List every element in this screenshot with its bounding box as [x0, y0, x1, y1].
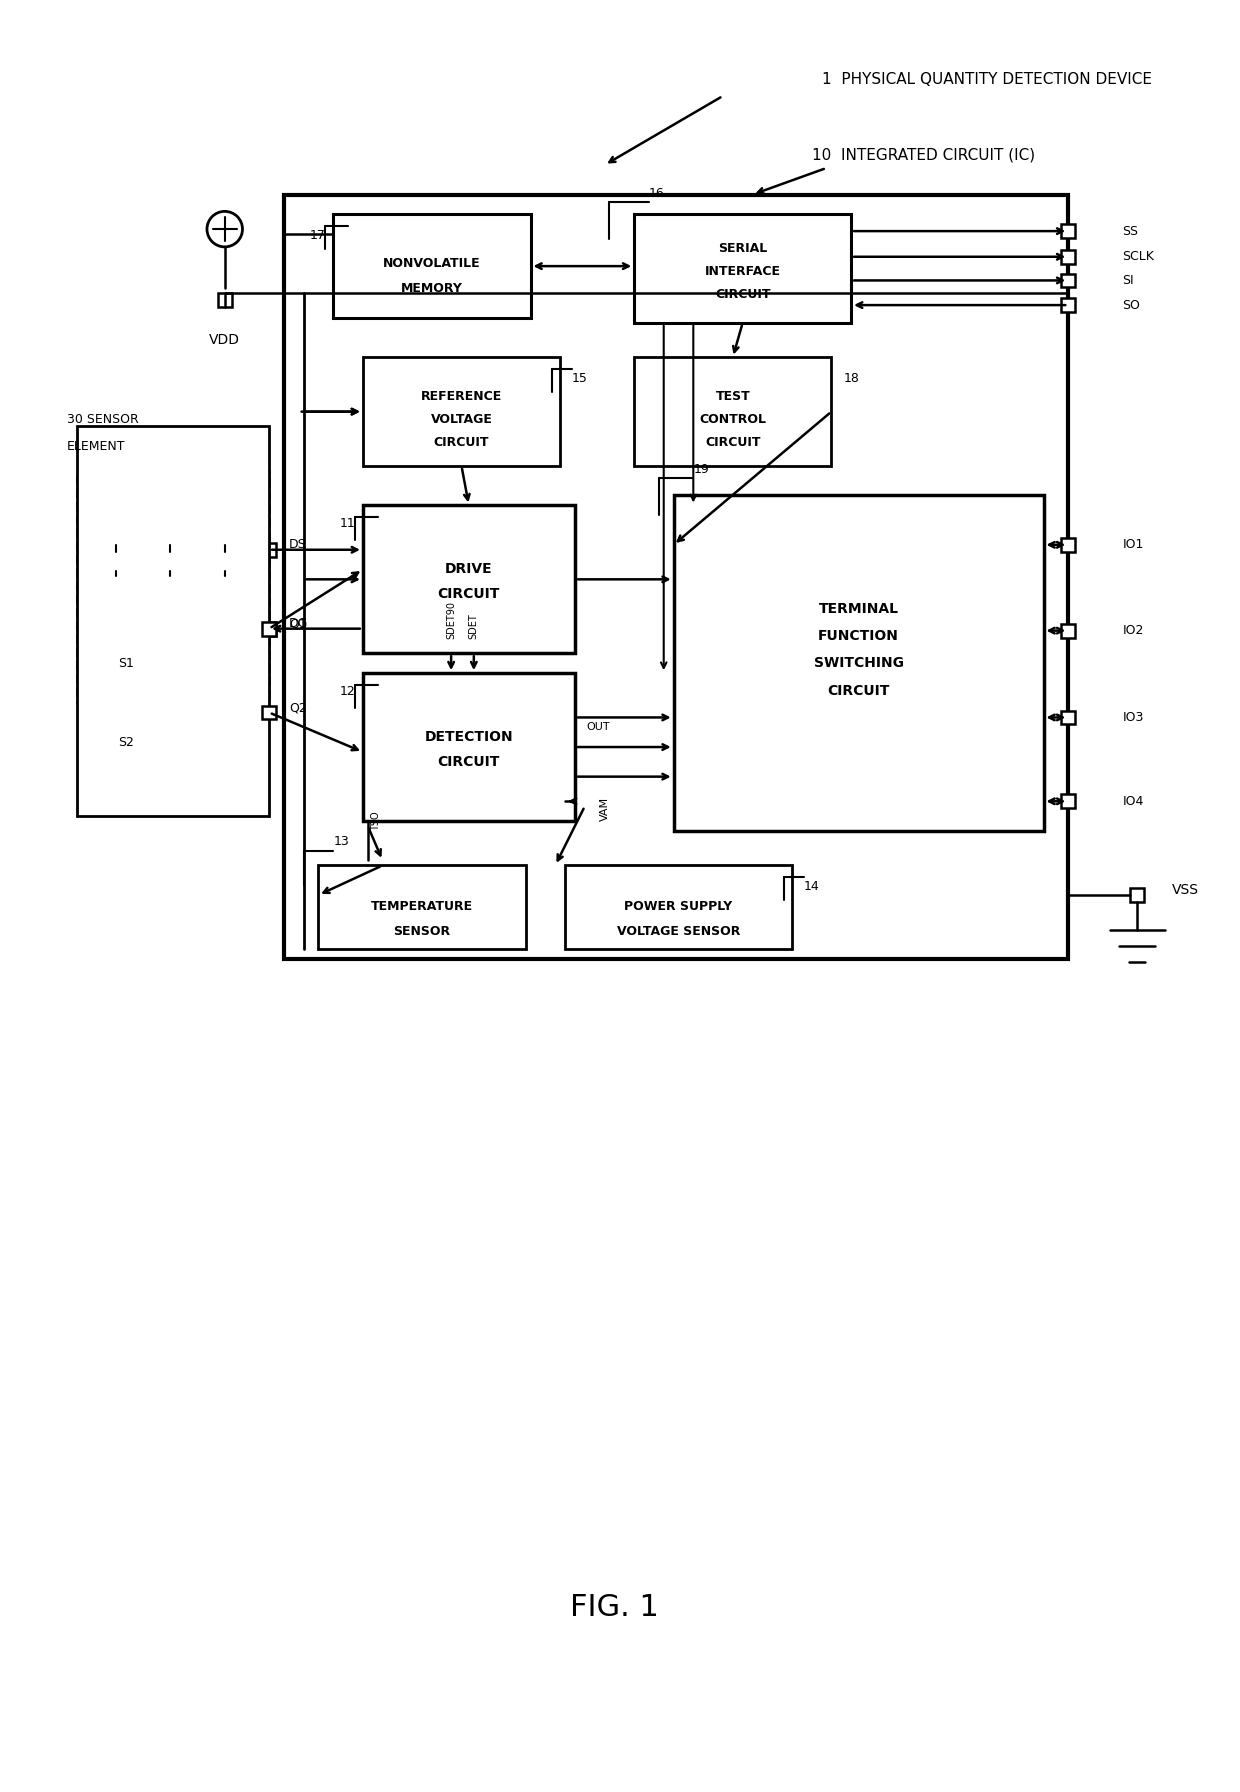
Bar: [634, 357, 832, 466]
Text: 18: 18: [843, 373, 859, 385]
Bar: [1061, 249, 1075, 263]
Text: DETECTION: DETECTION: [424, 729, 513, 744]
Bar: [162, 552, 179, 570]
Text: 16: 16: [649, 186, 665, 199]
Bar: [217, 552, 233, 570]
Text: CIRCUIT: CIRCUIT: [438, 588, 500, 600]
Text: SI: SI: [1122, 274, 1135, 287]
Bar: [108, 552, 124, 570]
Text: VOLTAGE SENSOR: VOLTAGE SENSOR: [616, 925, 740, 937]
Bar: [565, 866, 792, 950]
Text: 17: 17: [310, 229, 325, 242]
Text: 30 SENSOR: 30 SENSOR: [67, 414, 139, 426]
Text: SDET90: SDET90: [446, 600, 456, 638]
Bar: [1061, 274, 1075, 287]
Text: 13: 13: [334, 835, 348, 848]
Text: OUT: OUT: [587, 722, 610, 733]
Bar: [262, 622, 277, 636]
Text: VAM: VAM: [599, 797, 610, 821]
Text: CIRCUIT: CIRCUIT: [706, 435, 760, 448]
Bar: [262, 706, 277, 719]
Text: VSS: VSS: [1172, 883, 1199, 898]
Text: CONTROL: CONTROL: [699, 412, 766, 426]
Bar: [334, 215, 531, 317]
Text: MEMORY: MEMORY: [401, 281, 463, 296]
Text: REFERENCE: REFERENCE: [420, 391, 502, 403]
Bar: [77, 471, 269, 702]
Text: CIRCUIT: CIRCUIT: [715, 289, 770, 301]
Text: TERMINAL: TERMINAL: [818, 602, 899, 616]
Text: 19: 19: [693, 462, 709, 475]
Bar: [108, 577, 124, 595]
Text: S1: S1: [118, 656, 134, 670]
Text: CIRCUIT: CIRCUIT: [438, 754, 500, 769]
Bar: [1061, 711, 1075, 724]
Text: SS: SS: [1122, 224, 1138, 238]
Text: IO4: IO4: [1122, 796, 1143, 808]
Bar: [213, 527, 237, 545]
Bar: [162, 577, 179, 595]
Text: VDD: VDD: [210, 333, 241, 346]
Text: 11: 11: [340, 518, 355, 530]
Text: CIRCUIT: CIRCUIT: [827, 685, 890, 697]
Bar: [104, 527, 128, 545]
Bar: [319, 866, 526, 950]
Text: CIRCUIT: CIRCUIT: [434, 435, 490, 448]
Bar: [262, 543, 277, 557]
Bar: [1061, 794, 1075, 808]
Bar: [1131, 889, 1145, 901]
Text: SWITCHING: SWITCHING: [813, 656, 904, 670]
Text: FIG. 1: FIG. 1: [570, 1593, 658, 1622]
Bar: [262, 622, 277, 636]
Bar: [1061, 538, 1075, 552]
Text: 10  INTEGRATED CIRCUIT (IC): 10 INTEGRATED CIRCUIT (IC): [812, 147, 1035, 163]
Text: INTERFACE: INTERFACE: [704, 265, 781, 278]
Text: Q1: Q1: [289, 616, 306, 631]
Text: TEMPERATURE: TEMPERATURE: [371, 900, 474, 914]
Text: S2: S2: [118, 735, 134, 749]
Bar: [77, 426, 269, 815]
Text: POWER SUPPLY: POWER SUPPLY: [625, 900, 733, 914]
Bar: [363, 357, 560, 466]
Text: 1  PHYSICAL QUANTITY DETECTION DEVICE: 1 PHYSICAL QUANTITY DETECTION DEVICE: [822, 72, 1152, 86]
Text: IO1: IO1: [1122, 538, 1143, 552]
Bar: [159, 527, 182, 545]
Text: SCLK: SCLK: [1122, 251, 1154, 263]
Bar: [217, 577, 233, 595]
Text: DRIVE: DRIVE: [445, 563, 492, 577]
Text: FUNCTION: FUNCTION: [818, 629, 899, 643]
Text: TEST: TEST: [715, 391, 750, 403]
Text: VOLTAGE: VOLTAGE: [430, 412, 492, 426]
Bar: [218, 294, 232, 306]
Bar: [1061, 297, 1075, 312]
Text: SDET: SDET: [469, 613, 479, 638]
Bar: [284, 195, 1068, 959]
Text: DS: DS: [289, 538, 306, 552]
Text: TSO: TSO: [371, 812, 381, 831]
Text: NONVOLATILE: NONVOLATILE: [383, 258, 481, 271]
Bar: [363, 674, 575, 821]
Bar: [1061, 224, 1075, 238]
Text: 15: 15: [572, 373, 588, 385]
Text: SERIAL: SERIAL: [718, 242, 768, 256]
Bar: [1061, 624, 1075, 638]
Text: SO: SO: [1122, 299, 1141, 312]
Bar: [673, 495, 1044, 831]
Text: IO2: IO2: [1122, 624, 1143, 638]
Text: Q2: Q2: [289, 701, 306, 713]
Bar: [634, 215, 851, 323]
Text: 12: 12: [340, 685, 355, 697]
Text: IO3: IO3: [1122, 711, 1143, 724]
Text: 14: 14: [804, 880, 820, 892]
Text: SENSOR: SENSOR: [393, 925, 450, 937]
Bar: [363, 505, 575, 654]
Text: ELEMENT: ELEMENT: [67, 441, 125, 453]
Text: DG: DG: [289, 616, 309, 631]
